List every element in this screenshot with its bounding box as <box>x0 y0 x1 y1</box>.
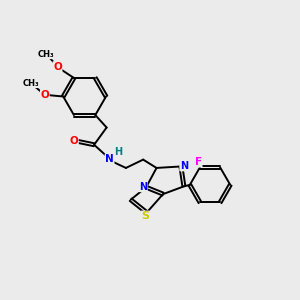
Text: S: S <box>141 211 149 221</box>
Text: O: O <box>40 90 49 100</box>
Text: O: O <box>70 136 78 146</box>
Text: CH₃: CH₃ <box>23 79 40 88</box>
Text: N: N <box>139 182 147 192</box>
Text: N: N <box>105 154 114 164</box>
Text: N: N <box>180 161 188 171</box>
Text: O: O <box>53 62 62 72</box>
Text: H: H <box>114 147 122 157</box>
Text: CH₃: CH₃ <box>38 50 55 59</box>
Text: F: F <box>195 157 202 167</box>
